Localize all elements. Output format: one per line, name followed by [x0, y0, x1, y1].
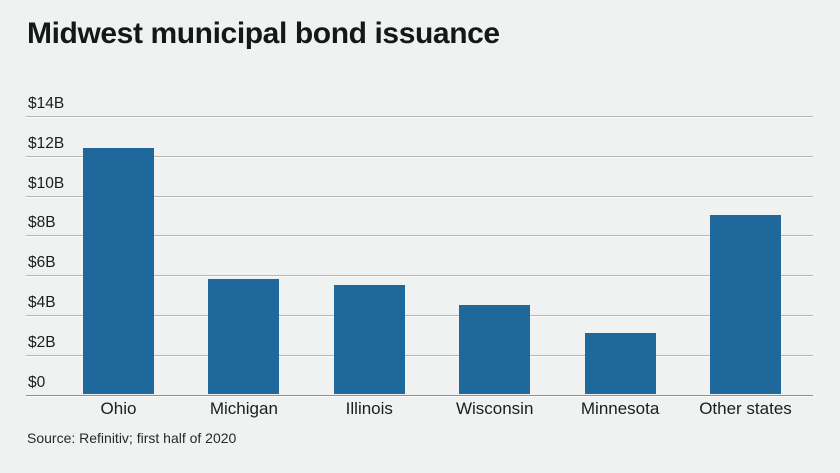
x-axis-tick-label: Minnesota: [580, 398, 660, 418]
y-axis-tick-label: $14B: [28, 95, 65, 112]
y-axis-tick-label: $8B: [28, 214, 56, 231]
bar-illinois: [333, 285, 405, 395]
gridline: [26, 196, 813, 197]
bar-wisconsin: [459, 304, 531, 395]
bar-minnesota: [584, 332, 656, 395]
x-axis-tick-label: Ohio: [100, 398, 137, 418]
bar-other-states: [710, 215, 781, 395]
bar-ohio: [83, 147, 154, 395]
gridline: [26, 156, 813, 157]
y-axis-tick-label: $12B: [28, 135, 65, 152]
gridline: [26, 315, 813, 316]
source-note: Source: Refinitiv; first half of 2020: [27, 430, 237, 446]
gridline: [26, 355, 813, 356]
y-axis-tick-label: $4B: [28, 294, 56, 311]
x-axis-tick-label: Other states: [699, 398, 792, 418]
chart-title: Midwest municipal bond issuance: [27, 17, 500, 50]
gridline: [26, 275, 813, 276]
x-axis-tick-label: Illinois: [345, 398, 393, 418]
gridline: [26, 235, 813, 236]
y-axis-tick-label: $10B: [28, 175, 65, 192]
bar-michigan: [208, 279, 280, 395]
x-axis-tick-label: Michigan: [209, 398, 278, 418]
x-axis-tick-label: Wisconsin: [455, 398, 534, 418]
y-axis-tick-label: $2B: [28, 334, 56, 351]
y-axis-tick-label: $6B: [28, 254, 56, 271]
y-axis-tick-label: $0: [28, 374, 46, 391]
x-axis-baseline: [26, 395, 813, 396]
gridline: [26, 116, 813, 117]
